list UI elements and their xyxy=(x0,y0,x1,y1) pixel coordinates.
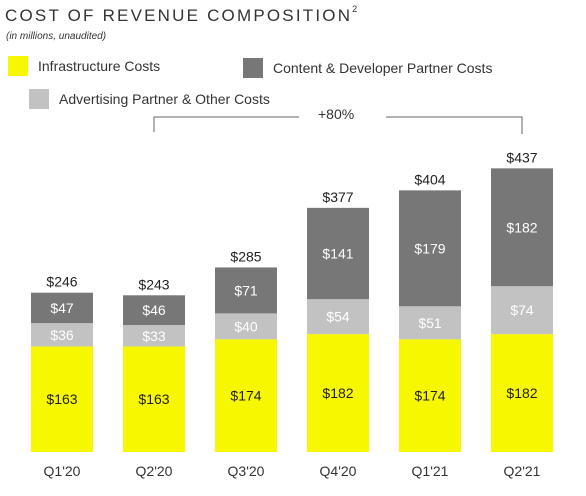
chart-title: COST OF REVENUE COMPOSITION2 xyxy=(5,4,358,25)
bar-segment-advertising-partner xyxy=(31,323,93,347)
bar-segment-infrastructure xyxy=(399,339,461,452)
title-footnote-marker: 2 xyxy=(352,4,358,14)
segment-value-label: $51 xyxy=(418,315,442,331)
bar-segment-infrastructure xyxy=(307,334,369,452)
bar-segment-content-partner xyxy=(215,267,277,314)
growth-bracket-right xyxy=(386,116,523,134)
bar-segment-advertising-partner xyxy=(123,325,185,347)
bar-total-label: $377 xyxy=(322,189,353,205)
segment-value-label: $182 xyxy=(322,385,353,401)
category-tick-label: Q3'20 xyxy=(228,463,265,479)
segment-value-label: $40 xyxy=(234,318,258,334)
segment-value-label: $141 xyxy=(322,246,353,262)
segment-value-label: $163 xyxy=(46,391,77,407)
category-tick-label: Q1'21 xyxy=(412,463,449,479)
segment-value-label: $163 xyxy=(138,391,169,407)
legend-item-advertising-partner: Advertising Partner & Other Costs xyxy=(29,89,270,109)
bar-total-label: $246 xyxy=(46,274,77,290)
segment-value-label: $47 xyxy=(50,300,74,316)
bar-segment-content-partner xyxy=(31,292,93,324)
segment-value-label: $182 xyxy=(506,219,537,235)
bar-segment-content-partner xyxy=(123,295,185,326)
growth-bracket-left xyxy=(153,116,299,132)
bar-segment-infrastructure xyxy=(123,346,185,452)
segment-value-label: $174 xyxy=(230,388,261,404)
category-tick-label: Q4'20 xyxy=(320,463,357,479)
segment-value-label: $36 xyxy=(50,327,74,343)
chart-subtitle: (in millions, unaudited) xyxy=(6,31,107,42)
bar-segment-content-partner xyxy=(307,207,369,300)
category-tick-label: Q2'21 xyxy=(504,463,541,479)
bar-total-label: $243 xyxy=(138,276,169,292)
bar-segment-advertising-partner xyxy=(399,306,461,340)
bar-segment-advertising-partner xyxy=(491,286,553,335)
segment-value-label: $182 xyxy=(506,385,537,401)
segment-value-label: $179 xyxy=(414,240,445,256)
segment-value-label: $71 xyxy=(234,282,258,298)
bar-segment-advertising-partner xyxy=(307,299,369,335)
legend-item-infrastructure: Infrastructure Costs xyxy=(8,56,160,76)
growth-annotation: +80% xyxy=(318,106,355,122)
category-tick-label: Q2'20 xyxy=(136,463,173,479)
legend-label-infrastructure: Infrastructure Costs xyxy=(38,58,161,74)
segment-value-label: $54 xyxy=(326,309,350,325)
bar-segment-infrastructure xyxy=(215,339,277,452)
bar-segment-infrastructure xyxy=(31,346,93,452)
bar-segment-content-partner xyxy=(491,168,553,287)
bar-segment-infrastructure xyxy=(491,334,553,452)
legend-swatch-infrastructure xyxy=(8,56,28,76)
bar-segment-content-partner xyxy=(399,190,461,307)
bar-total-label: $285 xyxy=(230,248,261,264)
legend-label-content-partner: Content & Developer Partner Costs xyxy=(273,60,493,76)
bar-total-label: $437 xyxy=(506,149,537,165)
segment-value-label: $74 xyxy=(510,302,534,318)
legend-swatch-content-partner xyxy=(243,58,263,78)
legend-item-content-partner: Content & Developer Partner Costs xyxy=(243,58,492,78)
category-tick-label: Q1'20 xyxy=(44,463,81,479)
segment-value-label: $33 xyxy=(142,328,166,344)
segment-value-label: $174 xyxy=(414,388,445,404)
bar-segment-advertising-partner xyxy=(215,313,277,340)
segment-value-label: $46 xyxy=(142,302,166,318)
bar-total-label: $404 xyxy=(414,171,445,187)
legend-swatch-advertising-partner xyxy=(29,89,49,109)
bars-group: $163 $36 $47 $246 Q1'20 $163 $33 $46 $243 Q2'20 $1… xyxy=(31,149,553,479)
legend-label-advertising-partner: Advertising Partner & Other Costs xyxy=(59,91,270,107)
